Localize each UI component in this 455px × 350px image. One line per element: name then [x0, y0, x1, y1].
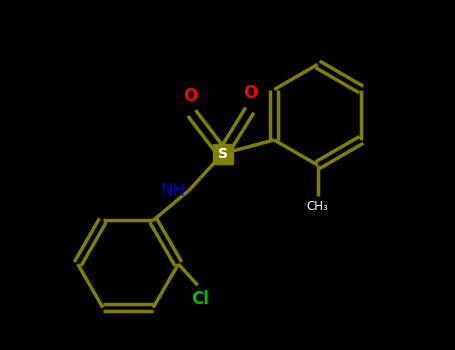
Text: O: O — [243, 84, 258, 102]
Text: NH: NH — [160, 182, 185, 201]
Text: CH₃: CH₃ — [307, 200, 329, 213]
Text: O: O — [183, 87, 198, 105]
Text: S: S — [217, 147, 228, 161]
Text: Cl: Cl — [191, 290, 208, 308]
